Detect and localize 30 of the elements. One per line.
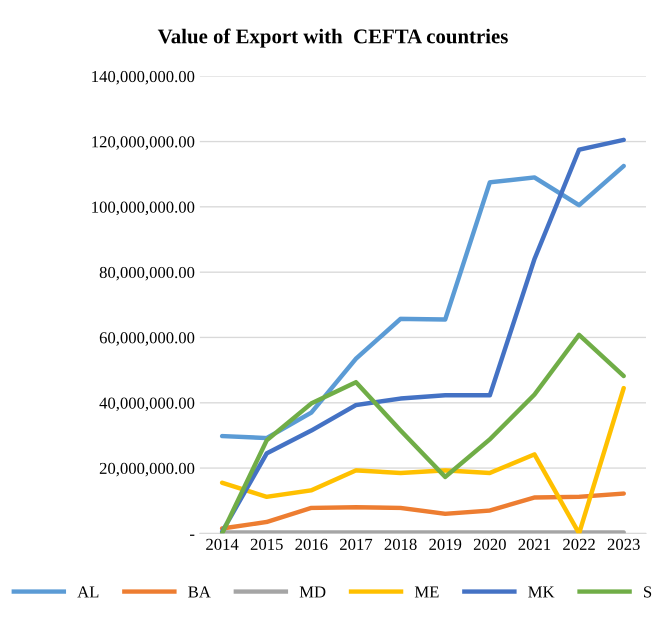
y-tick-label: 60,000,000.00 [100,332,194,346]
x-tick-label: 2016 [295,538,328,550]
x-tick-label: 2021 [518,538,550,550]
x-tick-label: 2014 [206,538,239,550]
y-tick-label: 140,000,000.00 [92,70,194,85]
line-series [220,386,626,534]
x-tick-label: 2020 [474,538,506,550]
chart-title: Value of Export with CEFTA countries [158,28,508,48]
y-tick-label: 40,000,000.00 [99,397,194,412]
x-tick-label: 2017 [340,538,372,550]
line-series [220,138,626,534]
legend-label: MK [528,586,554,598]
y-tick-label: 120,000,000.00 [92,136,194,150]
x-tick-label: 2018 [384,538,417,550]
x-tick-label: 2023 [608,538,640,550]
x-tick-label: 2015 [250,538,283,550]
y-tick-label: 100,000,000.00 [92,202,194,216]
y-tick-label: 20,000,000.00 [100,462,194,476]
legend-label: MD [300,586,326,598]
y-tick-label: - [190,534,194,536]
line-series [220,332,626,534]
legend-label: ME [414,586,439,598]
x-tick-label: 2019 [429,538,462,550]
x-tick-label: 2022 [563,538,595,550]
line-series [220,491,626,531]
legend-label: BA [188,586,211,598]
line-series [220,164,626,440]
legend-label: S [644,586,652,598]
y-tick-label: 80,000,000.00 [100,266,194,280]
legend-label: AL [77,586,98,598]
